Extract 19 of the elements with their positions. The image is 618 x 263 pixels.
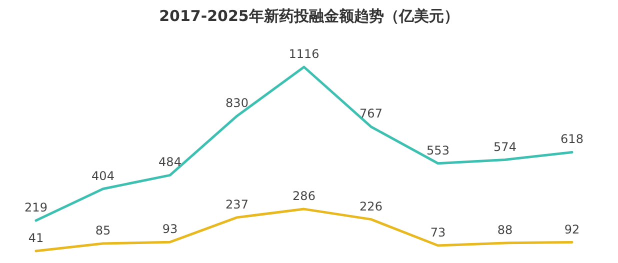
data-label: 286 [292, 189, 316, 204]
data-label: 574 [494, 140, 516, 154]
data-label: 1116 [288, 47, 320, 61]
data-label: 92 [564, 222, 580, 236]
data-label: 88 [497, 222, 513, 237]
data-label: 830 [226, 96, 248, 110]
data-label: 237 [226, 197, 248, 212]
data-label: 41 [28, 230, 44, 245]
data-label: 73 [430, 226, 446, 240]
data-label: 618 [560, 132, 584, 146]
data-label: 85 [95, 223, 111, 238]
chart-title: 2017-2025年新药投融金额趋势（亿美元） [159, 7, 459, 25]
data-label: 93 [162, 222, 178, 236]
data-label: 404 [92, 168, 114, 183]
data-label: 484 [158, 155, 182, 170]
data-label: 219 [24, 200, 48, 215]
data-label: 553 [426, 143, 450, 158]
data-label: 767 [360, 106, 382, 121]
data-label: 226 [360, 199, 382, 214]
